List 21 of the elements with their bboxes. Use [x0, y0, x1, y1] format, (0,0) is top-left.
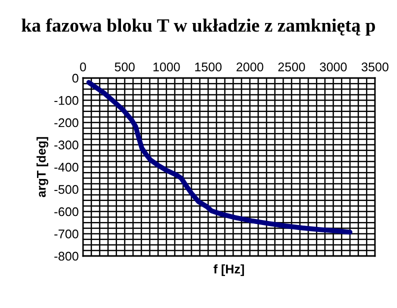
chart-title: ka fazowa bloku T w układzie z zamkniętą p	[22, 18, 376, 36]
y-tick-label: -600	[54, 207, 78, 216]
y-axis-title: argT [deg]	[36, 137, 48, 198]
x-tick-label: 2500	[278, 62, 305, 72]
y-tick-label: -400	[54, 162, 78, 172]
y-tick-label: -800	[54, 252, 78, 261]
x-tick-label: 1500	[195, 62, 222, 72]
x-tick-label: 0	[80, 62, 86, 72]
y-tick-label: -700	[54, 230, 78, 238]
x-tick-label: 3500	[362, 62, 388, 72]
y-tick-label: -100	[54, 96, 78, 105]
x-tick-label: 3000	[320, 62, 347, 72]
y-tick-label: 0	[72, 74, 78, 83]
x-tick-label: 2000	[236, 62, 264, 72]
y-tick-label: -300	[54, 140, 78, 150]
y-tick-label: -200	[54, 118, 78, 128]
x-tick-label: 500	[114, 62, 135, 72]
x-axis-title: f [Hz]	[214, 264, 244, 276]
line-series	[86, 80, 352, 235]
x-tick-label: 1000	[153, 62, 180, 72]
y-tick-label: -500	[54, 185, 78, 194]
